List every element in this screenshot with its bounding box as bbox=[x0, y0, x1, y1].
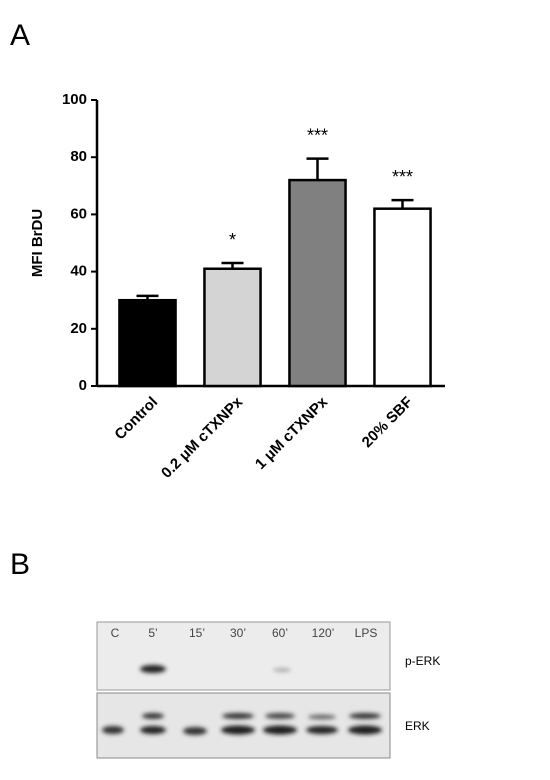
bands bbox=[102, 665, 382, 735]
significance-label: * bbox=[229, 230, 236, 250]
band bbox=[140, 726, 166, 734]
bar bbox=[288, 178, 347, 388]
lane-label: 120’ bbox=[312, 626, 335, 640]
band bbox=[221, 725, 255, 735]
panel-label: B bbox=[10, 548, 30, 581]
lane-label: 60’ bbox=[272, 626, 288, 640]
blot-panel bbox=[96, 621, 391, 691]
x-tick-label: 1 μM cTXNPx bbox=[252, 393, 332, 473]
y-tick-label: 80 bbox=[70, 148, 87, 165]
band bbox=[183, 727, 207, 735]
lane-label: LPS bbox=[355, 626, 378, 640]
row-label: ERK bbox=[405, 719, 430, 733]
band bbox=[263, 725, 297, 735]
bar bbox=[118, 298, 177, 388]
western-blot: p-ERK ERK bbox=[96, 621, 440, 759]
lane-label: C bbox=[111, 626, 120, 640]
error-bar bbox=[221, 261, 244, 269]
band bbox=[306, 726, 338, 734]
band bbox=[222, 713, 254, 719]
y-tick-label: 0 bbox=[79, 377, 87, 394]
band bbox=[349, 713, 381, 719]
lane-label: 15’ bbox=[189, 626, 205, 640]
band bbox=[308, 714, 336, 720]
error-bar bbox=[136, 294, 159, 301]
band bbox=[102, 726, 124, 734]
band bbox=[140, 665, 166, 673]
significance-label: *** bbox=[307, 125, 328, 145]
band bbox=[265, 713, 295, 719]
y-tick-label: 20 bbox=[70, 320, 87, 337]
x-tick-label: 20% SBF bbox=[359, 394, 416, 451]
y-tick-label: 40 bbox=[70, 263, 87, 280]
blot-panel bbox=[96, 692, 391, 759]
x-tick-label: Control bbox=[111, 394, 161, 444]
bar bbox=[203, 267, 262, 388]
bar bbox=[373, 207, 432, 388]
row-label: p-ERK bbox=[405, 654, 440, 668]
band bbox=[273, 668, 291, 672]
band bbox=[348, 725, 382, 735]
panel-label: A bbox=[10, 19, 30, 52]
error-bar bbox=[391, 198, 414, 209]
y-tick-label: 100 bbox=[62, 91, 87, 108]
error-bar bbox=[306, 157, 329, 181]
band bbox=[142, 713, 164, 719]
lane-label: 30’ bbox=[230, 626, 246, 640]
y-axis-label: MFI BrDU bbox=[29, 209, 46, 277]
lane-label: 5’ bbox=[148, 626, 157, 640]
significance-label: *** bbox=[392, 167, 413, 187]
y-tick-label: 60 bbox=[70, 205, 87, 222]
x-tick-label: 0.2 μM cTXNPx bbox=[158, 393, 247, 482]
